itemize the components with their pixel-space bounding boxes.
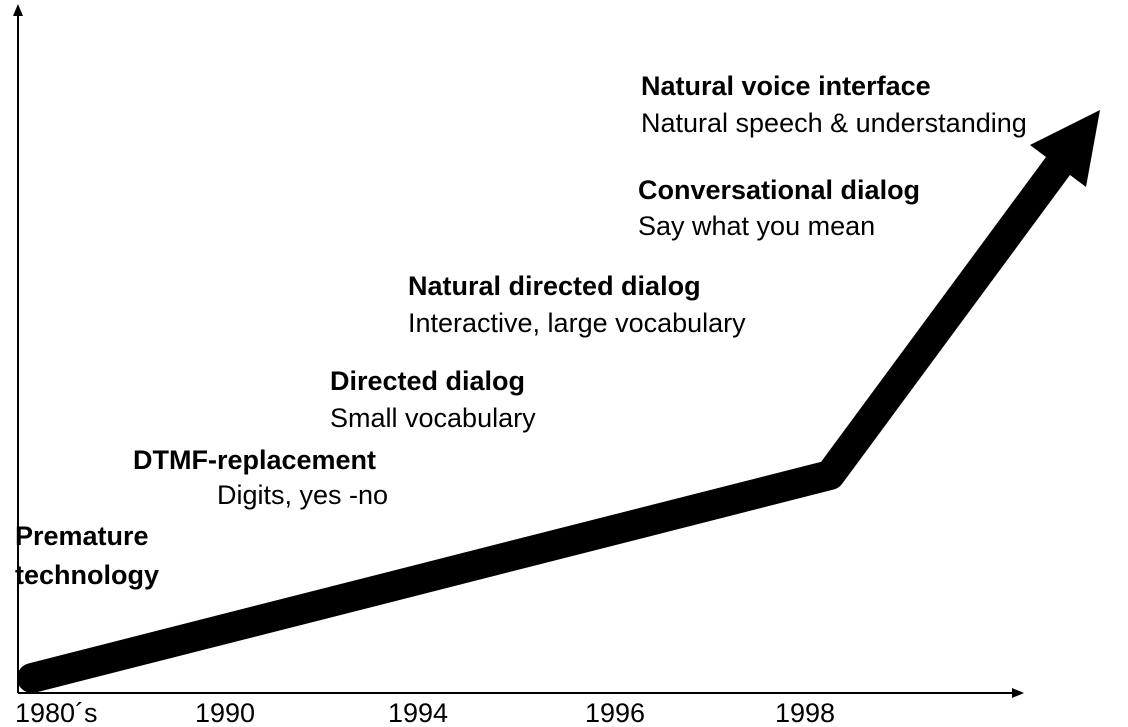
- stage-subtitle: Small vocabulary: [330, 403, 536, 433]
- stage-title: technology: [15, 560, 159, 590]
- progress-arrowhead: [1030, 110, 1100, 187]
- x-label: 1998: [775, 698, 835, 727]
- stage-title: Conversational dialog: [638, 175, 920, 205]
- stage-title: Directed dialog: [330, 366, 525, 396]
- stage-title: Premature: [15, 521, 149, 551]
- stage-subtitle: Digits, yes -no: [217, 480, 388, 510]
- stage-title: Natural directed dialog: [408, 271, 701, 301]
- stage-subtitle: Natural speech & understanding: [641, 108, 1027, 138]
- x-label: 1980´s: [15, 698, 98, 727]
- y-axis-arrowhead: [13, 4, 23, 16]
- x-axis-arrowhead: [1012, 688, 1024, 698]
- x-label: 1990: [195, 698, 255, 727]
- x-label: 1996: [585, 698, 645, 727]
- stage-title: Natural voice interface: [641, 71, 931, 101]
- stage-subtitle: Interactive, large vocabulary: [408, 308, 746, 338]
- x-label: 1994: [388, 698, 448, 727]
- stage-subtitle: Say what you mean: [638, 211, 875, 241]
- progress-arrow: [17, 151, 1073, 693]
- stage-title: DTMF-replacement: [133, 445, 376, 475]
